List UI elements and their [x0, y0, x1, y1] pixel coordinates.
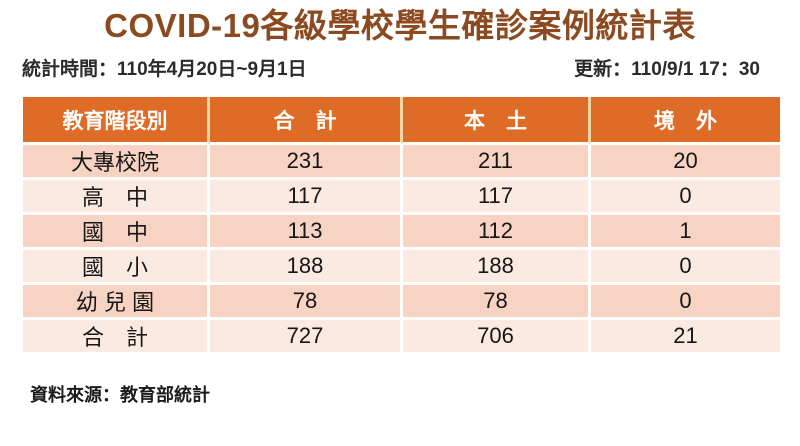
infographic-page: COVID-19各級學校學生確診案例統計表 統計時間：110年4月20日~9月1…	[0, 5, 800, 407]
cell-education-level: 高 中	[23, 180, 210, 216]
update-time-label: 更新：110/9/1 17：30	[574, 59, 760, 81]
cell-total: 117	[210, 180, 403, 216]
cell-education-level: 幼 兒 園	[23, 285, 210, 321]
cell-education-level: 合 計	[23, 320, 210, 356]
col-header-imported: 境 外	[591, 97, 780, 146]
cell-education-level: 國 小	[23, 250, 210, 286]
cell-local: 78	[403, 285, 591, 321]
cell-local: 211	[403, 145, 591, 181]
table-row: 高 中 117 117 0	[23, 180, 780, 216]
table-row: 幼 兒 園 78 78 0	[23, 285, 780, 321]
cell-education-level: 大專校院	[23, 145, 210, 181]
cell-local: 117	[403, 180, 591, 216]
cell-imported: 0	[591, 180, 780, 216]
cell-total: 231	[210, 145, 403, 181]
stat-period-label: 統計時間：110年4月20日~9月1日	[22, 59, 307, 81]
table-row: 國 小 188 188 0	[23, 250, 780, 286]
col-header-local: 本 土	[403, 97, 591, 146]
table-row: 國 中 113 112 1	[23, 215, 780, 251]
table-header-row: 教育階段別 合 計 本 土 境 外	[23, 97, 780, 146]
cell-local: 706	[403, 320, 591, 356]
cell-imported: 0	[591, 285, 780, 321]
cell-total: 188	[210, 250, 403, 286]
cell-local: 188	[403, 250, 591, 286]
col-header-education-level: 教育階段別	[23, 97, 210, 146]
col-header-total: 合 計	[210, 97, 403, 146]
cell-imported: 21	[591, 320, 780, 356]
cell-imported: 20	[591, 145, 780, 181]
cell-imported: 1	[591, 215, 780, 251]
table-row-grand-total: 合 計 727 706 21	[23, 320, 780, 356]
meta-row: 統計時間：110年4月20日~9月1日 更新：110/9/1 17：30	[22, 59, 760, 81]
table-row: 大專校院 231 211 20	[23, 145, 780, 181]
source-note: 資料來源：教育部統計	[30, 385, 210, 406]
cell-imported: 0	[591, 250, 780, 286]
cell-education-level: 國 中	[23, 215, 210, 251]
cell-total: 727	[210, 320, 403, 356]
stats-table: 教育階段別 合 計 本 土 境 外 大專校院 231 211 20 高 中 11…	[23, 97, 780, 356]
cell-total: 113	[210, 215, 403, 251]
page-title: COVID-19各級學校學生確診案例統計表	[104, 7, 696, 44]
cell-local: 112	[403, 215, 591, 251]
cell-total: 78	[210, 285, 403, 321]
